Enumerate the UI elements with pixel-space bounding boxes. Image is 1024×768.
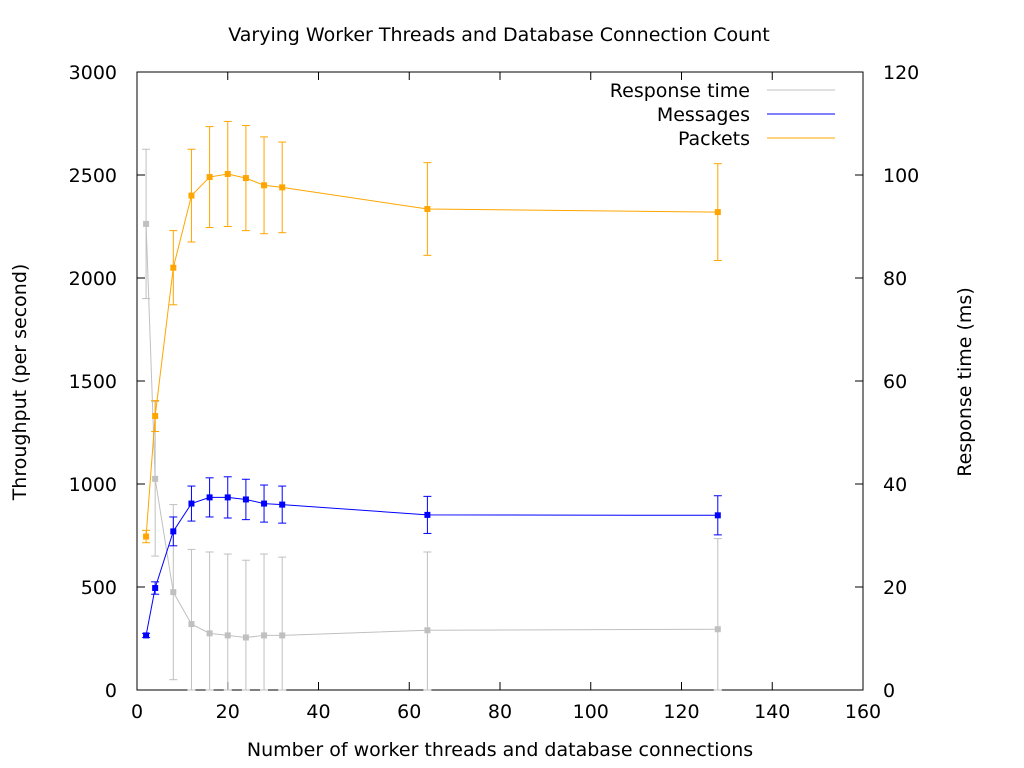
x-axis-label: Number of worker threads and database co… [247,739,753,761]
axes: 0 20 40 60 80 100 120 140 1600500100015002000250… [69,62,920,723]
y2-tick-label: 40 [883,474,907,496]
y-axis-label: Throughput (per second) [9,264,31,502]
y2-tick-label: 120 [883,62,919,84]
y-tick-label: 2000 [69,268,117,290]
response-time-line [145,223,718,638]
response-time-point [206,630,213,637]
response-time-point [714,626,721,633]
packets-point [206,174,213,181]
x-tick-label: 120 [663,701,699,723]
series-packets [142,120,722,544]
response-time-error-bar [241,559,250,691]
y2-tick-label: 20 [883,577,907,599]
y2-tick-label: 80 [883,268,907,290]
x-tick-label: 140 [754,701,790,723]
y2-axis-label: Response time (ms) [954,287,976,477]
messages-point [188,500,195,507]
series-messages [142,476,722,639]
messages-point [206,494,213,501]
packets-point [152,413,159,420]
y-tick-label: 500 [81,577,117,599]
y-tick-label: 0 [105,680,117,702]
y-tick-label: 1000 [69,474,117,496]
response-time-error-bar [187,548,196,691]
messages-point [224,494,231,501]
response-time-error-bar [223,553,232,691]
messages-point [714,512,721,519]
response-time-point [224,632,231,639]
response-time-error-bar [713,538,722,691]
x-tick-label: 80 [488,701,512,723]
messages-point [170,528,177,535]
packets-point [279,184,286,191]
y2-tick-label: 0 [883,680,895,702]
legend-item: Packets [678,128,835,150]
response-time-error-bar [260,553,269,691]
x-tick-label: 100 [573,701,609,723]
packets-point [188,192,195,199]
response-time-point [152,475,159,482]
messages-point [242,496,249,503]
response-time-point [279,632,286,639]
x-tick-label: 20 [216,701,240,723]
legend-item: Response time [610,80,835,102]
response-time-point [261,632,268,639]
x-tick-label: 0 [131,701,143,723]
legend-label: Messages [657,104,750,126]
y-tick-label: 3000 [69,62,117,84]
messages-point [261,500,268,507]
series-response-time [142,148,722,691]
response-time-point [242,634,249,641]
packets-point [224,170,231,177]
y2-tick-label: 100 [883,165,919,187]
x-tick-label: 40 [306,701,330,723]
response-time-point [143,220,150,227]
response-time-point [170,589,177,596]
x-tick-label: 160 [845,701,881,723]
chart-title: Varying Worker Threads and Database Conn… [228,24,769,46]
y-tick-label: 1500 [69,371,117,393]
y2-tick-label: 60 [883,371,907,393]
messages-point [152,585,159,592]
legend-label: Packets [678,128,750,150]
messages-line [145,496,718,636]
x-tick-label: 60 [397,701,421,723]
packets-line [145,173,718,537]
packets-point [714,209,721,216]
messages-point [143,632,150,639]
response-time-error-bar [423,551,432,691]
packets-point [170,264,177,271]
packets-point [242,175,249,182]
legend-item: Messages [657,104,835,126]
messages-point [279,501,286,508]
packets-point [424,205,431,212]
series-layer [142,120,722,691]
messages-point [424,511,431,518]
packets-point [143,533,150,540]
response-time-point [188,621,195,628]
response-time-error-bar [278,556,287,691]
response-time-point [424,627,431,634]
response-time-error-bar [205,551,214,691]
packets-point [261,182,268,189]
y-tick-label: 2500 [69,165,117,187]
legend-label: Response time [610,80,750,102]
